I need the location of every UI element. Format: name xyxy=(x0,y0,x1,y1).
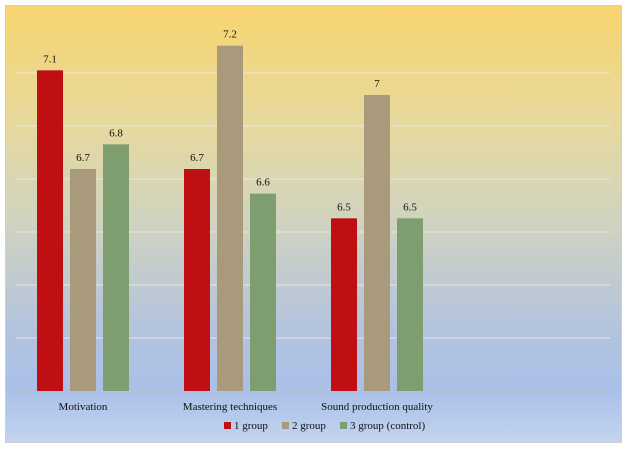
bar xyxy=(37,70,63,391)
legend-label: 1 group xyxy=(234,420,268,432)
bar xyxy=(250,193,276,391)
data-labels: 7.1 6.7 6.8 6.7 7.2 6.6 6.5 7 6.5 xyxy=(43,29,417,214)
bar xyxy=(331,218,357,391)
data-label: 7 xyxy=(374,78,380,90)
data-label: 6.5 xyxy=(403,201,417,213)
legend-swatch xyxy=(340,422,347,429)
chart-area: 7.1 6.7 6.8 6.7 7.2 6.6 6.5 7 6.5 Motivation Mast… xyxy=(5,5,622,443)
legend-swatch xyxy=(224,422,231,429)
category-label: Motivation xyxy=(59,401,108,413)
bar xyxy=(217,45,243,392)
category-label: Sound production quality xyxy=(321,401,433,413)
data-label: 6.5 xyxy=(337,201,351,213)
bar xyxy=(184,169,210,391)
data-label: 7.2 xyxy=(223,29,237,41)
legend-label: 2 group xyxy=(292,420,326,432)
bar xyxy=(70,169,96,391)
category-label: Mastering techniques xyxy=(183,401,277,413)
data-label: 6.8 xyxy=(109,127,123,139)
data-label: 7.1 xyxy=(43,53,57,65)
bar xyxy=(397,218,423,391)
data-label: 6.7 xyxy=(76,152,90,164)
bar xyxy=(364,95,390,391)
bars xyxy=(37,45,423,392)
category-labels: Motivation Mastering techniques Sound prod… xyxy=(59,401,434,413)
legend: 1 group 2 group 3 group (control) xyxy=(224,420,425,432)
data-label: 6.7 xyxy=(190,152,204,164)
bar xyxy=(103,144,129,391)
legend-swatch xyxy=(282,422,289,429)
data-label: 6.6 xyxy=(256,177,270,189)
legend-label: 3 group (control) xyxy=(350,420,425,432)
bar-chart: 7.1 6.7 6.8 6.7 7.2 6.6 6.5 7 6.5 Motivation Mast… xyxy=(16,29,610,432)
